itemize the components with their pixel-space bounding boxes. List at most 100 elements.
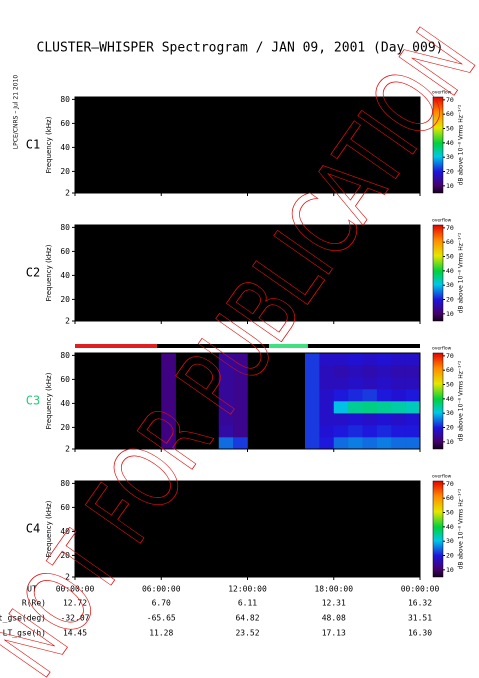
x-tick-label: 18:00:00 — [314, 585, 353, 594]
y-tick-label: 80 — [60, 95, 70, 104]
colorbar-tick-label: 70 — [446, 96, 454, 104]
heat-cell — [218, 425, 234, 438]
y-tick-label: 80 — [60, 223, 70, 232]
heat-cell — [333, 365, 349, 378]
heat-cell — [305, 425, 320, 438]
y-tick-label: 2 — [65, 317, 70, 326]
heat-cell — [333, 401, 349, 414]
heat-cell — [319, 437, 335, 450]
orbit-row-name: R(Re) — [22, 599, 46, 608]
heat-cell — [218, 377, 234, 390]
plot-background — [75, 481, 420, 577]
orbit-value: 31.51 — [408, 614, 432, 623]
heat-cell — [362, 425, 378, 438]
heat-cell — [319, 389, 335, 402]
heat-cell — [348, 401, 363, 414]
x-tick-label: 12:00:00 — [228, 585, 267, 594]
heat-cell — [362, 377, 378, 390]
y-tick-label: 60 — [60, 503, 70, 512]
colorbar-tick-label: 20 — [446, 552, 454, 560]
heat-cell — [376, 425, 392, 438]
heat-cell — [161, 413, 176, 426]
heat-cell — [405, 401, 421, 414]
heat-cell — [362, 413, 378, 426]
y-tick-label: 40 — [60, 399, 70, 408]
status-segment — [307, 344, 420, 348]
colorbar — [432, 352, 444, 450]
orbit-value: 16.30 — [408, 629, 432, 638]
orbit-value: 12.31 — [322, 599, 346, 608]
heat-cell — [376, 389, 392, 402]
panel-label: C1 — [26, 138, 40, 152]
heat-cell — [405, 389, 421, 402]
heat-cell — [233, 401, 248, 414]
heat-cell — [376, 377, 392, 390]
colorbar-tick-label: 10 — [446, 438, 454, 446]
colorbar-tick-label: 10 — [446, 310, 454, 318]
heat-cell — [319, 401, 335, 414]
y-tick-label: 2 — [65, 573, 70, 582]
colorbar-tick-label: 70 — [446, 352, 454, 360]
heat-cell — [348, 377, 363, 390]
heat-cell — [348, 425, 363, 438]
ut-label: UT — [27, 585, 37, 594]
colorbar-tick-label: 60 — [446, 494, 454, 502]
orbit-value: 16.32 — [408, 599, 432, 608]
heat-cell — [348, 353, 363, 366]
heat-cell — [161, 365, 176, 378]
heat-cell — [376, 413, 392, 426]
heat-cell — [305, 389, 320, 402]
panel-label: C2 — [26, 266, 40, 280]
heat-cell — [319, 425, 335, 438]
heat-cell — [333, 377, 349, 390]
y-tick-label: 80 — [60, 479, 70, 488]
orbit-value: 12.72 — [63, 599, 87, 608]
heat-cell — [376, 353, 392, 366]
orbit-value: 23.52 — [235, 629, 259, 638]
status-segment — [156, 344, 270, 348]
heat-cell — [161, 389, 176, 402]
heat-cell — [333, 389, 349, 402]
heat-cell — [362, 365, 378, 378]
heat-cell — [233, 425, 248, 438]
heat-cell — [405, 413, 421, 426]
colorbar-tick-label: 20 — [446, 296, 454, 304]
plot-background — [75, 225, 420, 321]
orbit-value: 11.28 — [149, 629, 173, 638]
heat-cell — [161, 425, 176, 438]
colorbar-label: dB above 10⁻⁸ Vrms Hz⁻¹ᐟ² — [458, 232, 465, 313]
panel-label: C3 — [26, 394, 40, 408]
y-tick-label: 20 — [60, 423, 70, 432]
heat-cell — [391, 353, 406, 366]
orbit-row-name: Lat_gse(deg) — [0, 614, 46, 623]
colorbar-overflow: overflow — [432, 90, 452, 96]
colorbar-label: dB above 10⁻⁸ Vrms Hz⁻¹ᐟ² — [458, 488, 465, 569]
heat-cell — [218, 401, 234, 414]
plot-background — [75, 97, 420, 193]
y-axis-label: Frequency (kHz) — [45, 116, 53, 173]
colorbar-tick-label: 40 — [446, 395, 454, 403]
colorbar-tick-label: 20 — [446, 168, 454, 176]
orbit-value: -32.07 — [61, 614, 90, 623]
colorbar-tick-label: 50 — [446, 381, 454, 389]
colorbar-label: dB above 10⁻⁸ Vrms Hz⁻¹ᐟ² — [458, 104, 465, 185]
heat-cell — [333, 437, 349, 450]
heat-cell — [218, 413, 234, 426]
status-segment — [75, 344, 157, 348]
heat-cell — [319, 365, 335, 378]
orbit-row-name: LT_gse(h) — [3, 629, 46, 638]
colorbar-label: dB above 10⁻⁸ Vrms Hz⁻¹ᐟ² — [458, 360, 465, 441]
colorbar-tick-label: 30 — [446, 281, 454, 289]
heat-cell — [405, 353, 421, 366]
heat-cell — [233, 377, 248, 390]
y-tick-label: 80 — [60, 351, 70, 360]
heat-cell — [319, 377, 335, 390]
colorbar-tick-label: 20 — [446, 424, 454, 432]
heat-cell — [305, 413, 320, 426]
colorbar-tick-label: 10 — [446, 182, 454, 190]
y-tick-label: 20 — [60, 167, 70, 176]
heat-cell — [405, 377, 421, 390]
heat-cell — [161, 437, 176, 450]
y-tick-label: 40 — [60, 527, 70, 536]
